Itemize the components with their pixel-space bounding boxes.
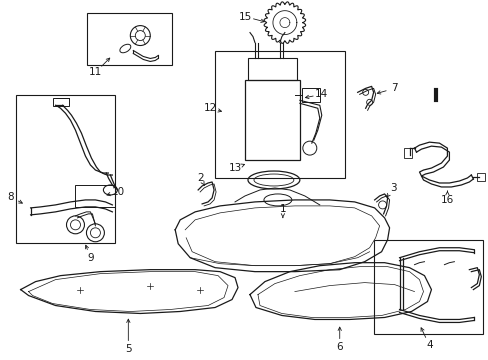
Text: 7: 7 — [390, 84, 397, 93]
Bar — [373, 240, 482, 334]
Text: 16: 16 — [440, 195, 453, 205]
Bar — [87, 13, 172, 66]
Bar — [244, 80, 299, 160]
Text: 3: 3 — [389, 183, 396, 193]
Text: 9: 9 — [87, 253, 94, 263]
Text: 15: 15 — [238, 12, 251, 22]
Text: 12: 12 — [203, 103, 216, 113]
Text: 4: 4 — [425, 340, 432, 350]
Bar — [52, 98, 68, 106]
Text: 2: 2 — [196, 173, 203, 183]
Bar — [476, 173, 484, 181]
Bar — [403, 148, 411, 158]
Text: 10: 10 — [112, 187, 124, 197]
Text: 14: 14 — [314, 89, 328, 99]
Bar — [301, 88, 319, 102]
Text: 5: 5 — [125, 345, 131, 354]
Text: 1: 1 — [279, 204, 285, 214]
Text: 13: 13 — [228, 163, 241, 173]
Bar — [75, 185, 115, 207]
Bar — [247, 58, 296, 80]
Bar — [215, 50, 344, 178]
Text: 11: 11 — [89, 67, 102, 77]
Text: 8: 8 — [7, 192, 14, 202]
Text: 6: 6 — [336, 342, 343, 352]
Bar — [16, 95, 115, 243]
